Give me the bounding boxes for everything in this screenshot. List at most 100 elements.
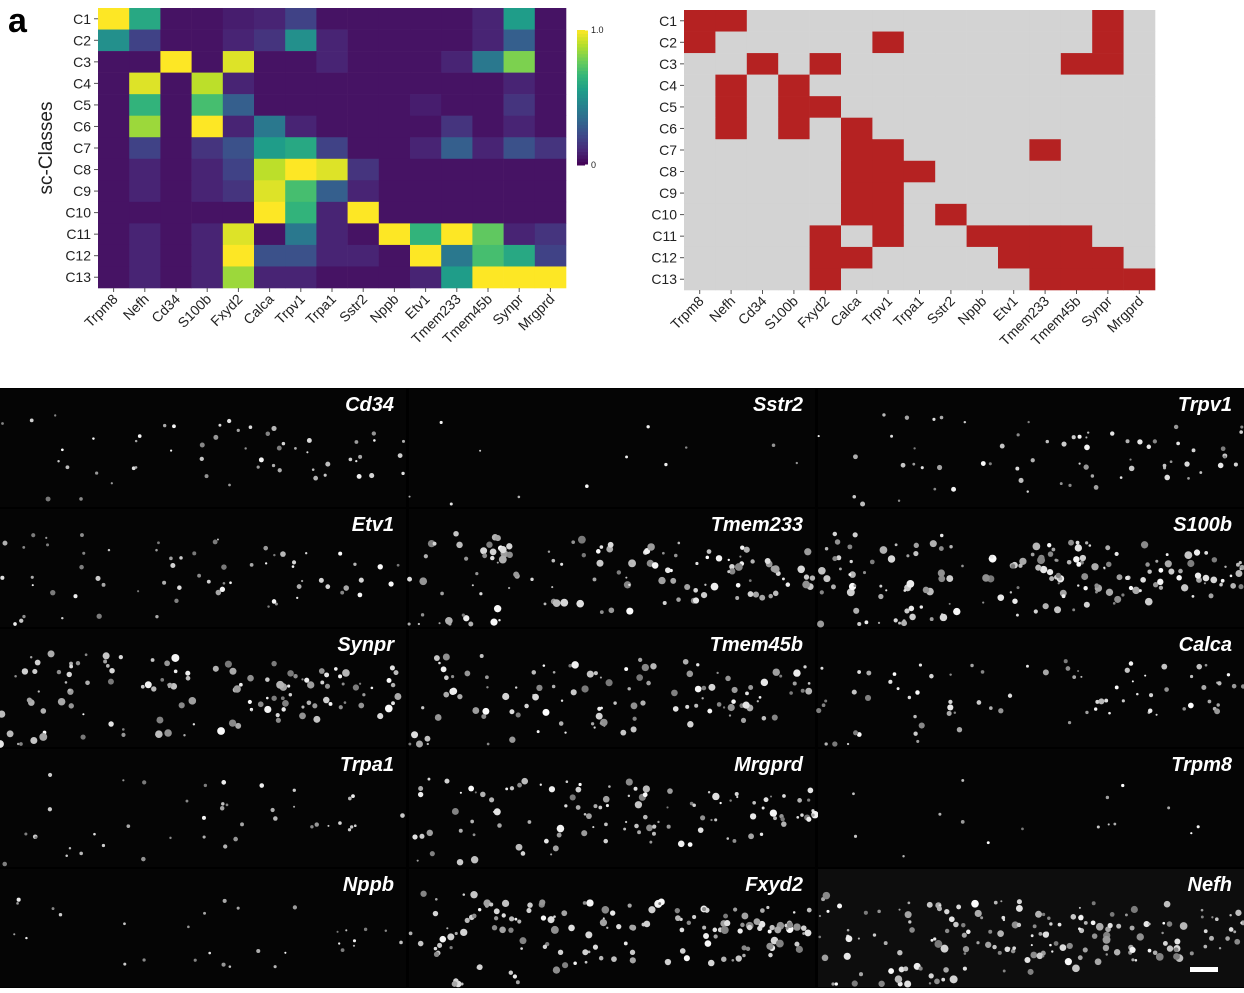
cell-signal [600,676,602,678]
cell-signal [971,900,979,908]
cell-signal [1153,439,1157,443]
cell-signal [822,954,829,961]
cell-signal [345,929,347,931]
cell-signal [186,676,191,681]
column-label: Trpv1 [272,291,308,327]
cell-signal [772,565,780,573]
cell-signal [890,435,893,438]
cell-signal [954,712,956,714]
heatmap-cell [715,247,747,269]
cell-signal [1031,934,1034,937]
cell-signal [631,702,638,709]
cell-signal [704,584,706,586]
cell-signal [1209,936,1214,941]
cell-signal [455,932,458,935]
row-label: C13 [65,269,91,285]
heatmap-cell [1092,10,1124,32]
heatmap-cell [1092,96,1124,118]
cell-signal [518,496,521,499]
cell-signal [921,466,924,469]
cell-signal [816,708,821,713]
cell-signal [898,622,901,625]
cell-signal [485,675,489,679]
cell-signal [92,437,94,439]
cell-signal [736,796,738,798]
cell-signal [348,828,351,831]
cell-signal [65,681,68,684]
cell-signal [1092,933,1098,939]
heatmap-cell [935,225,967,247]
cell-signal [723,914,728,919]
cell-signal [258,701,264,707]
heatmap-cell [715,32,747,54]
cell-signal [514,918,517,921]
colorbar-segment [577,158,588,162]
cell-signal [585,484,589,488]
cell-signal [293,789,296,792]
cell-signal [446,927,448,929]
cell-signal [362,693,365,696]
cell-signal [793,681,797,685]
cell-signal [310,825,313,828]
heatmap-cell [316,223,348,245]
heatmap-cell [316,51,348,73]
cell-signal [873,933,876,936]
heatmap-cell [747,96,779,118]
cell-signal [1084,602,1090,608]
cell-signal [385,705,393,713]
cell-signal [457,694,462,699]
cell-signal [670,578,676,584]
cell-signal [897,687,900,690]
heatmap-cell [967,268,999,290]
heatmap-cell [410,223,442,245]
heatmap-cell [841,182,873,204]
cell-signal [369,473,374,478]
colorbar-tick-label: 0 [591,160,596,170]
colorbar-segment [577,57,588,61]
cell-signal [733,907,737,911]
heatmap-cell [810,32,842,54]
cell-signal [48,650,55,657]
cell-signal [852,980,858,986]
cell-signal [494,605,501,612]
cell-signal [274,965,277,968]
cell-signal [1239,561,1242,564]
cell-signal [1039,932,1043,936]
cell-signal [1061,441,1066,446]
cell-signal [1084,445,1090,451]
cell-signal [864,911,868,915]
heatmap-cell [504,245,535,267]
cell-signal [13,933,15,935]
heatmap-cell [316,8,348,30]
heatmap-cell [316,137,348,159]
cell-signal [1148,709,1152,713]
cell-signal [1066,666,1071,671]
cell-signal [1083,586,1087,590]
cell-signal [1184,551,1192,559]
cell-signal [142,958,145,961]
cell-signal [702,686,707,691]
heatmap-cell [535,116,567,138]
cell-signal [247,675,254,682]
cell-signal [1173,953,1180,960]
cell-signal [460,792,462,794]
cell-signal [342,682,345,685]
cell-signal [1204,551,1208,555]
cell-signal [716,555,722,561]
cell-signal [1215,917,1219,921]
heatmap-cell [1092,247,1124,269]
cell-signal [553,845,559,851]
cell-signal [294,447,297,450]
heatmap-cell [129,159,161,181]
heatmap-cell [348,159,380,181]
cell-signal [17,898,21,902]
cell-signal [354,824,357,827]
column-label: Nefh [706,293,738,325]
heatmap-cell [904,53,936,75]
row-label: C11 [652,228,677,244]
cell-signal [179,556,183,560]
cell-signal [31,533,35,537]
heatmap-cell [967,32,999,54]
cell-signal [710,819,712,821]
heatmap-cell [504,73,535,95]
